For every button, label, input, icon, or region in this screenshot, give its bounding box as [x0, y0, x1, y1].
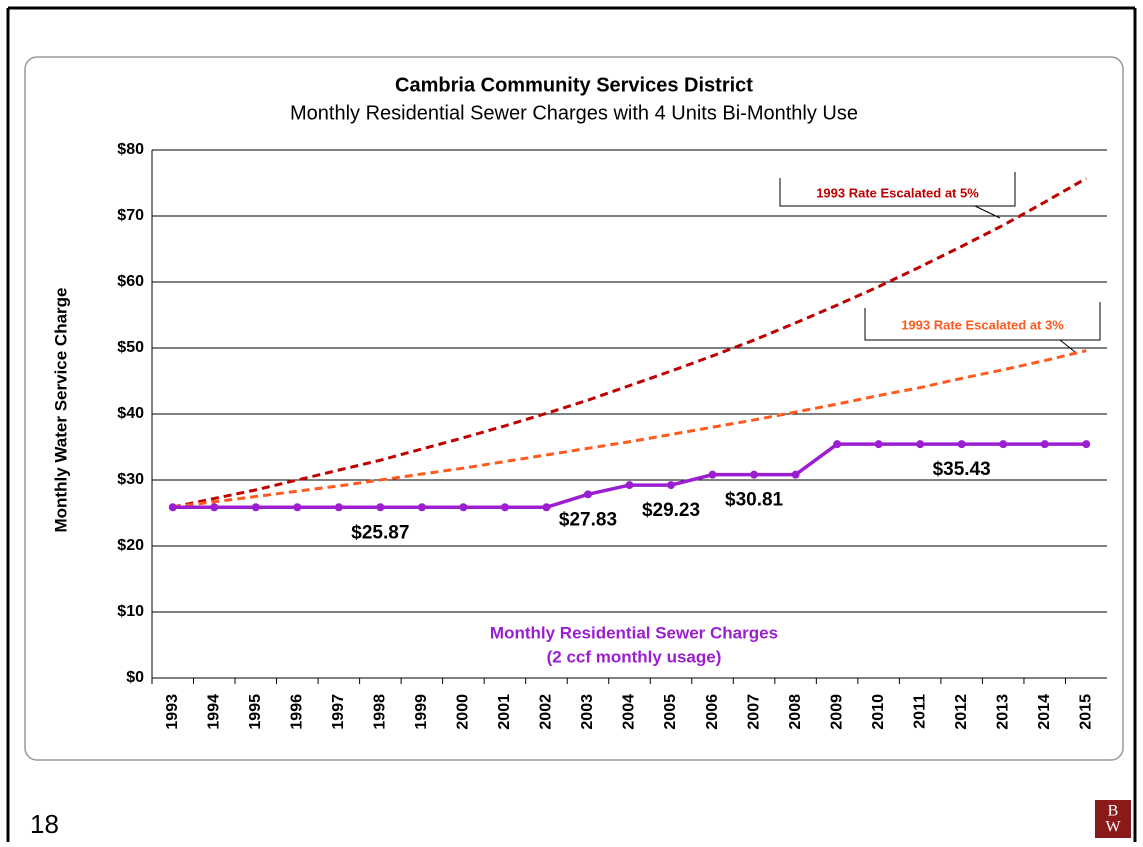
point-marker: [459, 503, 468, 512]
chart-frame: [24, 56, 1124, 761]
point-marker: [293, 503, 302, 512]
point-marker: [334, 503, 343, 512]
y-axis-label: Monthly Water Service Charge: [51, 288, 70, 533]
chart-title: Cambria Community Services District: [395, 74, 753, 96]
page-number: 18: [30, 809, 59, 839]
x-tick-label: 2010: [870, 694, 887, 730]
point-marker: [210, 503, 219, 512]
y-tick-label: $20: [117, 537, 144, 554]
x-tick-label: 2009: [828, 694, 845, 730]
point-marker: [874, 440, 883, 449]
x-tick-label: 2000: [455, 694, 472, 730]
callout-leader: [974, 205, 1001, 219]
point-marker: [708, 470, 717, 479]
x-tick-label: 2003: [579, 694, 596, 730]
x-tick-label: 2007: [745, 694, 762, 730]
logo-letter: W: [1105, 819, 1121, 836]
x-tick-label: 1993: [164, 694, 181, 730]
point-marker: [916, 440, 925, 449]
point-marker: [376, 503, 385, 512]
series-note: (2 ccf monthly usage): [547, 647, 722, 666]
x-tick-label: 2001: [496, 694, 513, 730]
callout-leader: [1059, 339, 1076, 353]
y-tick-label: $40: [117, 405, 144, 422]
data-label: $29.23: [642, 500, 700, 521]
point-marker: [542, 503, 551, 512]
x-tick-label: 2011: [911, 694, 928, 729]
point-marker: [1040, 440, 1049, 449]
legend-entry: 1993 Rate Escalated at 5%: [816, 185, 979, 200]
point-marker: [1082, 440, 1091, 449]
y-tick-label: $70: [117, 207, 144, 224]
x-tick-label: 2005: [662, 694, 679, 730]
x-tick-label: 2008: [787, 694, 804, 730]
y-tick-label: $0: [126, 669, 144, 686]
x-tick-label: 1999: [413, 694, 430, 730]
logo: [1095, 800, 1131, 838]
point-marker: [500, 503, 509, 512]
x-tick-label: 1995: [247, 694, 264, 730]
series-line: [172, 177, 1087, 509]
callout-box: [864, 302, 1101, 341]
x-tick-label: 1998: [372, 694, 389, 730]
x-tick-label: 2004: [621, 694, 638, 730]
callout-box: [779, 172, 1016, 207]
series-line: [172, 349, 1087, 509]
chart-subtitle: Monthly Residential Sewer Charges with 4…: [290, 102, 858, 124]
y-tick-label: $30: [117, 471, 144, 488]
legend-entry: Monthly Residential Sewer Charges: [490, 623, 778, 642]
x-tick-label: 2012: [953, 694, 970, 730]
x-tick-label: 1997: [330, 694, 347, 730]
point-marker: [168, 503, 177, 512]
x-tick-label: 1994: [206, 694, 223, 730]
x-tick-label: 2006: [704, 694, 721, 730]
x-tick-label: 2013: [994, 694, 1011, 730]
legend-entry: 1993 Rate Escalated at 3%: [901, 317, 1064, 332]
point-marker: [667, 481, 676, 490]
point-marker: [957, 440, 966, 449]
x-tick-label: 2015: [1077, 694, 1094, 730]
y-tick-label: $80: [117, 141, 144, 158]
point-marker: [625, 481, 634, 490]
point-marker: [999, 440, 1008, 449]
y-tick-label: $50: [117, 339, 144, 356]
x-tick-label: 2002: [538, 694, 555, 730]
data-label: $27.83: [559, 509, 617, 530]
x-tick-label: 1996: [289, 694, 306, 730]
point-marker: [750, 470, 759, 479]
logo-letter: B: [1108, 803, 1119, 820]
y-tick-label: $10: [117, 603, 144, 620]
point-marker: [791, 470, 800, 479]
point-marker: [583, 490, 592, 499]
data-label: $30.81: [725, 490, 784, 511]
point-marker: [417, 503, 426, 512]
data-label: $35.43: [933, 459, 991, 480]
point-marker: [833, 440, 842, 449]
data-label: $25.87: [351, 522, 409, 543]
x-tick-label: 2014: [1036, 694, 1053, 730]
y-tick-label: $60: [117, 273, 144, 290]
point-marker: [251, 503, 260, 512]
